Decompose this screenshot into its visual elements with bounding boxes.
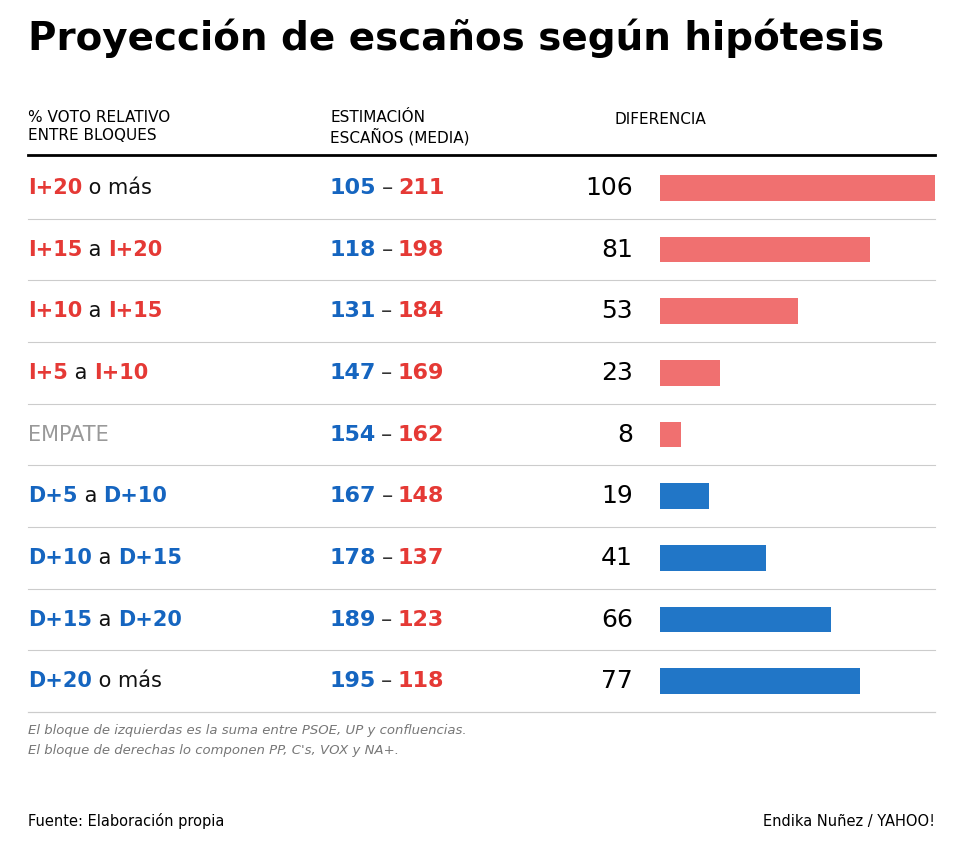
Text: D+15: D+15 [118, 548, 181, 567]
Text: –: – [381, 548, 393, 567]
Text: D+10: D+10 [28, 548, 92, 567]
Text: 148: 148 [397, 486, 444, 507]
Text: o más: o más [92, 671, 161, 691]
Text: I+20: I+20 [28, 178, 83, 198]
Text: I+5: I+5 [28, 363, 68, 383]
Text: –: – [381, 363, 393, 383]
Text: 81: 81 [601, 237, 633, 262]
Bar [660, 174, 935, 201]
Text: I+20: I+20 [108, 240, 162, 259]
Bar [660, 606, 831, 633]
Bar [660, 422, 681, 447]
Text: ESCAÑOS (MEDIA): ESCAÑOS (MEDIA) [330, 128, 469, 146]
Text: 106: 106 [586, 176, 633, 200]
Bar [660, 545, 766, 571]
Text: 184: 184 [397, 302, 444, 321]
Text: 77: 77 [601, 669, 633, 693]
Bar [660, 360, 720, 385]
Text: 178: 178 [330, 548, 376, 567]
Bar [660, 236, 870, 263]
Text: a: a [92, 548, 118, 567]
Text: DIFERENCIA: DIFERENCIA [615, 112, 707, 126]
Text: 154: 154 [330, 424, 376, 445]
Text: 147: 147 [330, 363, 376, 383]
Text: –: – [381, 178, 393, 198]
Text: I+15: I+15 [108, 302, 162, 321]
Text: 118: 118 [330, 240, 376, 259]
Text: –: – [381, 486, 393, 507]
Bar [660, 298, 798, 324]
Text: 19: 19 [601, 484, 633, 508]
Text: a: a [83, 240, 108, 259]
Text: 189: 189 [330, 610, 376, 629]
Text: 118: 118 [397, 671, 444, 691]
Text: D+20: D+20 [118, 610, 181, 629]
Text: 195: 195 [330, 671, 376, 691]
Text: I+15: I+15 [28, 240, 83, 259]
Text: 23: 23 [601, 361, 633, 385]
Text: 41: 41 [601, 545, 633, 570]
Text: a: a [78, 486, 104, 507]
Text: D+5: D+5 [28, 486, 78, 507]
Text: 137: 137 [397, 548, 444, 567]
Text: 211: 211 [397, 178, 444, 198]
Text: 105: 105 [330, 178, 376, 198]
Text: 8: 8 [617, 423, 633, 446]
Text: –: – [381, 610, 393, 629]
Text: –: – [381, 240, 393, 259]
Text: 169: 169 [397, 363, 444, 383]
Text: 53: 53 [601, 299, 633, 324]
Text: % VOTO RELATIVO: % VOTO RELATIVO [28, 110, 170, 125]
Text: Endika Nuñez / YAHOO!: Endika Nuñez / YAHOO! [763, 814, 935, 829]
Bar [660, 668, 860, 695]
Text: Fuente: Elaboración propia: Fuente: Elaboración propia [28, 813, 225, 829]
Text: D+20: D+20 [28, 671, 92, 691]
Text: El bloque de derechas lo componen PP, C's, VOX y NA+.: El bloque de derechas lo componen PP, C'… [28, 744, 399, 757]
Text: D+10: D+10 [104, 486, 167, 507]
Bar [660, 484, 709, 509]
Text: ENTRE BLOQUES: ENTRE BLOQUES [28, 128, 156, 143]
Text: 131: 131 [330, 302, 376, 321]
Text: 123: 123 [397, 610, 444, 629]
Text: 167: 167 [330, 486, 376, 507]
Text: El bloque de izquierdas es la suma entre PSOE, UP y confluencias.: El bloque de izquierdas es la suma entre… [28, 724, 467, 737]
Text: 198: 198 [397, 240, 444, 259]
Text: I+10: I+10 [94, 363, 148, 383]
Text: D+15: D+15 [28, 610, 92, 629]
Text: ESTIMACIÓN: ESTIMACIÓN [330, 110, 425, 125]
Text: 162: 162 [397, 424, 444, 445]
Text: a: a [68, 363, 94, 383]
Text: o más: o más [83, 178, 152, 198]
Text: a: a [92, 610, 118, 629]
Text: a: a [83, 302, 108, 321]
Text: EMPATE: EMPATE [28, 424, 108, 445]
Text: Proyección de escaños según hipótesis: Proyección de escaños según hipótesis [28, 18, 884, 58]
Text: 66: 66 [601, 607, 633, 632]
Text: –: – [381, 424, 393, 445]
Text: –: – [381, 671, 393, 691]
Text: –: – [381, 302, 393, 321]
Text: I+10: I+10 [28, 302, 83, 321]
